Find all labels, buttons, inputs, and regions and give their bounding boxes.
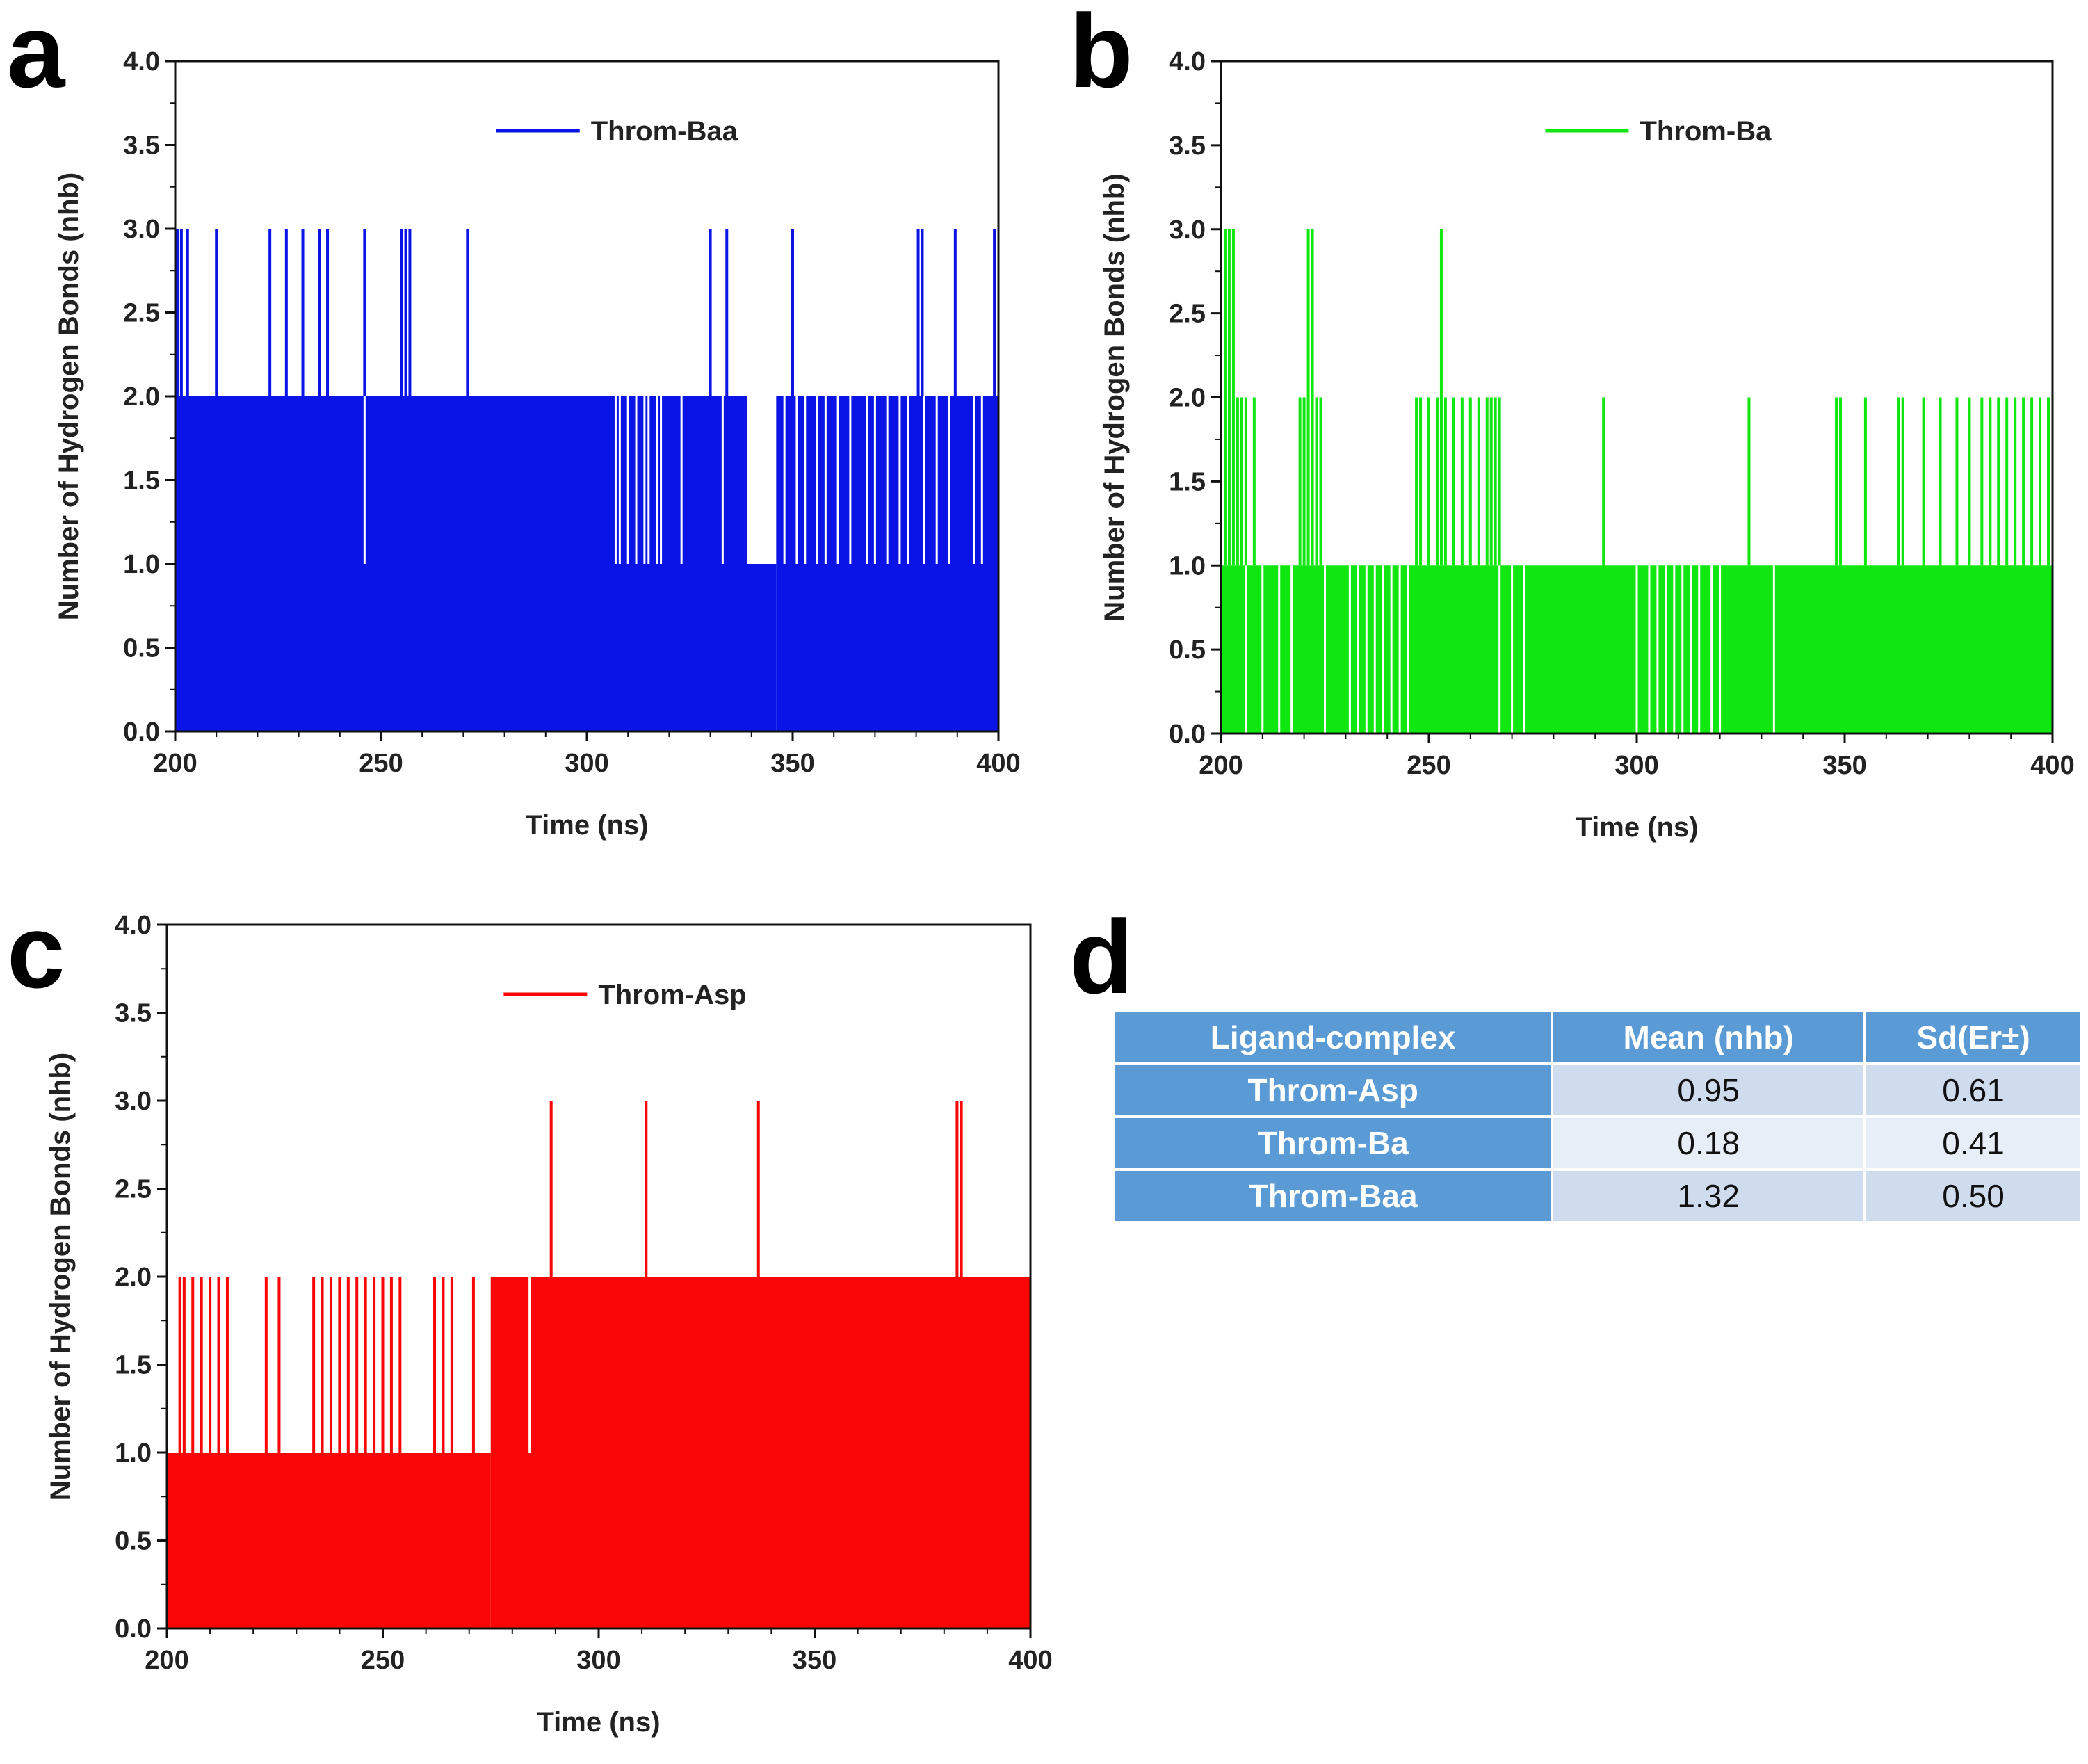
- y-tick-label: 3.5: [115, 999, 152, 1028]
- row-mean: 0.95: [1553, 1065, 1864, 1115]
- panel-b-chart: b 0.0 0.5 1.0 1.5 2.0 2.5 3.0 3.5 4.0 200 250 300 35…: [1069, 0, 2075, 843]
- y-tick-label: 2.5: [123, 299, 160, 328]
- x-tick-label: 250: [359, 749, 403, 778]
- y-tick-label: 0.0: [115, 1615, 152, 1644]
- y-tick-label: 2.5: [115, 1175, 152, 1204]
- row-name: Throm-Asp: [1115, 1065, 1551, 1115]
- y-tick-label: 0.5: [115, 1527, 152, 1556]
- y-tick-label: 3.5: [1169, 131, 1206, 161]
- y-tick-label: 2.5: [1169, 300, 1206, 329]
- x-tick-label: 400: [1008, 1646, 1052, 1675]
- table-header-row: Ligand-complex Mean (nhb) Sd(Er±): [1115, 1012, 2080, 1062]
- y-tick-label: 0.5: [1169, 636, 1206, 665]
- stats-table: Ligand-complex Mean (nhb) Sd(Er±) Throm-…: [1112, 1010, 2083, 1224]
- y-tick-label: 3.0: [123, 215, 160, 244]
- y-axis-title: Number of Hydrogen Bonds (nhb): [45, 1053, 76, 1500]
- table-row: Throm-Asp 0.95 0.61: [1115, 1065, 2080, 1115]
- y-tick-label: 3.0: [115, 1087, 152, 1116]
- header-mean: Mean (nhb): [1553, 1012, 1864, 1062]
- header-sd: Sd(Er±): [1866, 1012, 2080, 1062]
- x-axis-title: Time (ns): [537, 1707, 660, 1738]
- x-tick-label: 200: [153, 749, 197, 778]
- y-tick-label: 2.0: [115, 1263, 152, 1292]
- y-tick-label: 3.0: [1169, 216, 1206, 245]
- row-sd: 0.61: [1866, 1065, 2080, 1115]
- y-tick-label: 1.0: [115, 1439, 152, 1468]
- series-fill-segment: [747, 564, 777, 731]
- panel-c-chart: c 0.0 0.5 1.0 1.5 2.0 2.5 3.0 3.5 4.0 200 250 300 35…: [7, 893, 1053, 1738]
- y-tick-label: 1.0: [123, 550, 160, 579]
- row-name: Throm-Ba: [1115, 1118, 1551, 1168]
- row-mean: 1.32: [1553, 1171, 1864, 1221]
- table-row: Throm-Baa 1.32 0.50: [1115, 1171, 2080, 1221]
- x-tick-label: 300: [576, 1646, 620, 1675]
- legend-label: Throm-Asp: [598, 980, 746, 1010]
- x-tick-label: 400: [2030, 751, 2074, 780]
- legend-label: Throm-Ba: [1640, 116, 1772, 147]
- row-sd: 0.50: [1866, 1171, 2080, 1221]
- y-tick-label: 0.0: [1169, 720, 1206, 749]
- x-tick-label: 350: [793, 1646, 836, 1675]
- x-tick-label: 350: [770, 749, 814, 778]
- y-tick-label: 4.0: [1169, 47, 1206, 76]
- row-name: Throm-Baa: [1115, 1171, 1551, 1221]
- x-axis-title: Time (ns): [525, 810, 648, 841]
- panel-letter-c: c: [7, 893, 65, 1010]
- y-tick-label: 1.0: [1169, 551, 1206, 581]
- series-fill-segment: [490, 1277, 1030, 1628]
- header-ligand-complex: Ligand-complex: [1115, 1012, 1551, 1062]
- panel-a-chart: a 0.0 0.5 1.0 1.5 2.0 2.5 3.0 3.5 4.0 200 250 300 35…: [7, 0, 1021, 841]
- y-tick-label: 4.0: [115, 911, 152, 940]
- y-tick-label: 1.5: [115, 1351, 152, 1380]
- y-tick-label: 3.5: [123, 131, 160, 161]
- x-tick-label: 300: [1614, 751, 1658, 780]
- y-tick-label: 2.0: [123, 382, 160, 412]
- panel-letter-d: d: [1069, 898, 1133, 1015]
- legend-label: Throm-Baa: [591, 116, 738, 147]
- panel-letter-b: b: [1069, 0, 1133, 109]
- y-axis-title: Number of Hydrogen Bonds (nhb): [1099, 173, 1130, 621]
- y-axis-title: Number of Hydrogen Bonds (nhb): [54, 172, 84, 620]
- row-mean: 0.18: [1553, 1118, 1864, 1168]
- x-tick-label: 200: [145, 1646, 188, 1675]
- y-tick-label: 2.0: [1169, 384, 1206, 413]
- table-row: Throm-Ba 0.18 0.41: [1115, 1118, 2080, 1168]
- series-fill-segment: [175, 396, 747, 731]
- x-tick-label: 250: [1407, 751, 1450, 780]
- row-sd: 0.41: [1866, 1118, 2080, 1168]
- x-tick-label: 400: [976, 749, 1020, 778]
- y-tick-label: 4.0: [123, 47, 160, 76]
- x-tick-label: 300: [565, 749, 608, 778]
- x-tick-label: 250: [361, 1646, 405, 1675]
- y-tick-label: 0.5: [123, 634, 160, 663]
- panel-letter-a: a: [7, 0, 66, 109]
- y-tick-label: 0.0: [123, 718, 160, 747]
- x-tick-label: 350: [1822, 751, 1866, 780]
- x-axis-title: Time (ns): [1575, 812, 1698, 843]
- y-tick-label: 1.5: [1169, 467, 1206, 496]
- x-tick-label: 200: [1199, 751, 1243, 780]
- y-tick-label: 1.5: [123, 467, 160, 496]
- series-fill-segment: [167, 1453, 491, 1628]
